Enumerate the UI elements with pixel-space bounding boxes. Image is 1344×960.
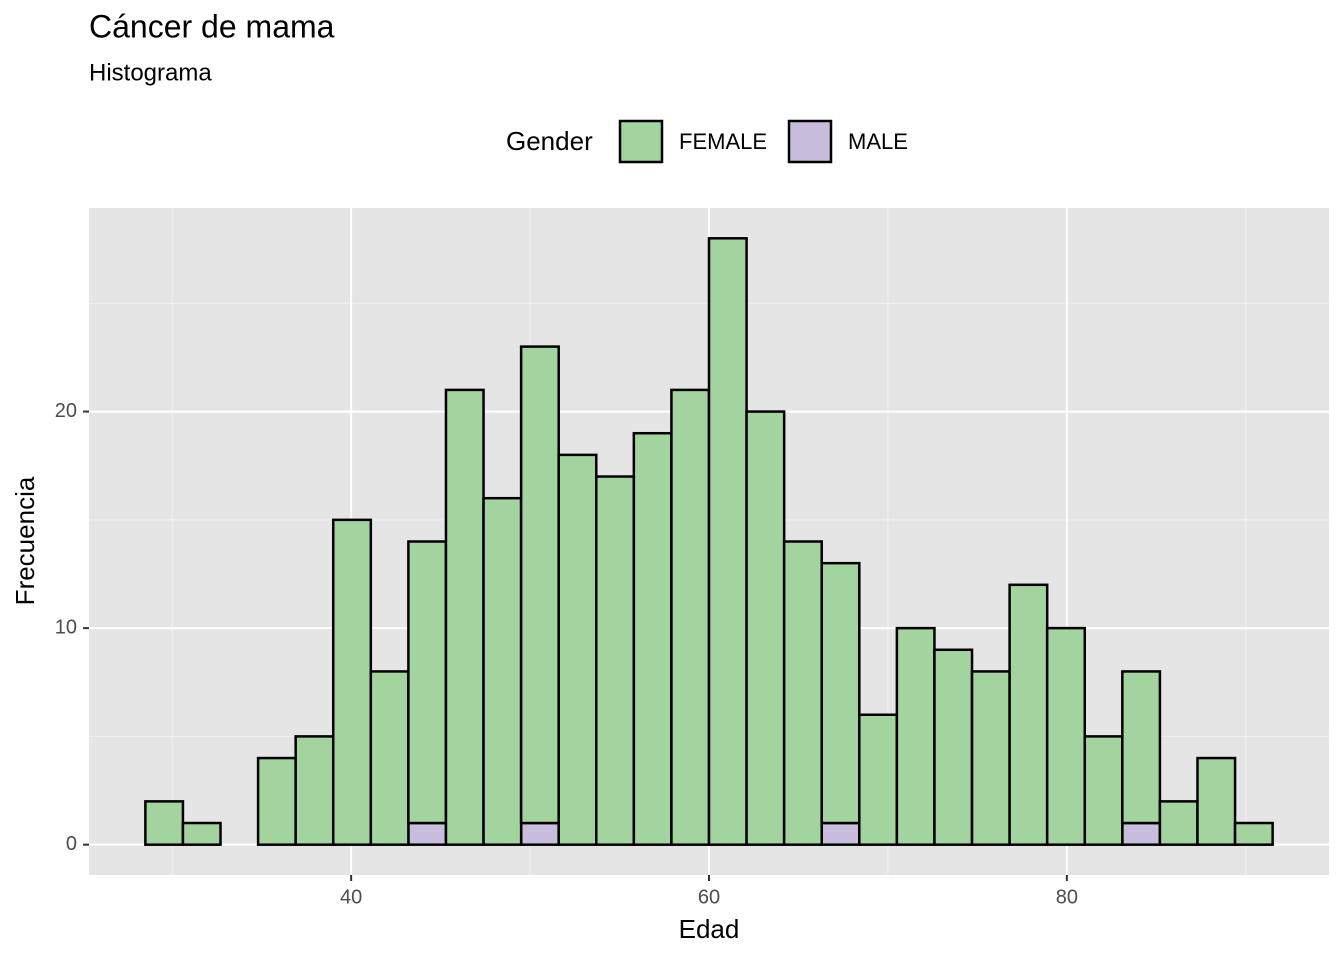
bar [1121,821,1162,846]
legend-label: MALE [848,129,908,154]
y-tick-label: 20 [55,400,77,422]
y-axis-label: Frecuencia [10,476,40,605]
bar [557,453,598,846]
x-axis-label: Edad [679,914,740,944]
bar [369,670,410,846]
bar [1233,821,1274,846]
bar [1083,735,1124,846]
chart-subtitle: Histograma [89,59,212,86]
bar [181,821,222,846]
bar [1121,670,1162,825]
bar [782,540,823,846]
x-tick-label: 40 [340,886,362,908]
bar [407,540,448,825]
legend-title: Gender [506,126,593,156]
legend-key [787,119,833,164]
bar [519,821,560,846]
bar [933,648,974,846]
y-tick-label: 0 [66,833,77,855]
bar [444,388,485,846]
bar [707,237,748,846]
chart-title: Cáncer de mama [89,8,335,44]
bar [858,713,899,846]
bar [670,388,711,846]
bar [144,800,185,846]
bar [895,626,936,846]
x-tick-label: 80 [1056,886,1078,908]
bar [294,735,335,846]
legend-label: FEMALE [679,129,767,154]
bar [970,670,1011,846]
bar [820,821,861,846]
bar [1158,800,1199,846]
bar [519,345,560,825]
bar [632,431,673,846]
x-tick-label: 60 [698,886,720,908]
bar [407,821,448,846]
y-tick-label: 10 [55,616,77,638]
bar [331,518,373,846]
bar [256,756,297,846]
bar [745,410,786,846]
bar [820,561,861,825]
bar [595,475,636,846]
bar [1196,756,1237,846]
legend-key [618,119,664,164]
bar [1045,626,1087,846]
bar [1008,583,1049,846]
bar [482,496,523,846]
